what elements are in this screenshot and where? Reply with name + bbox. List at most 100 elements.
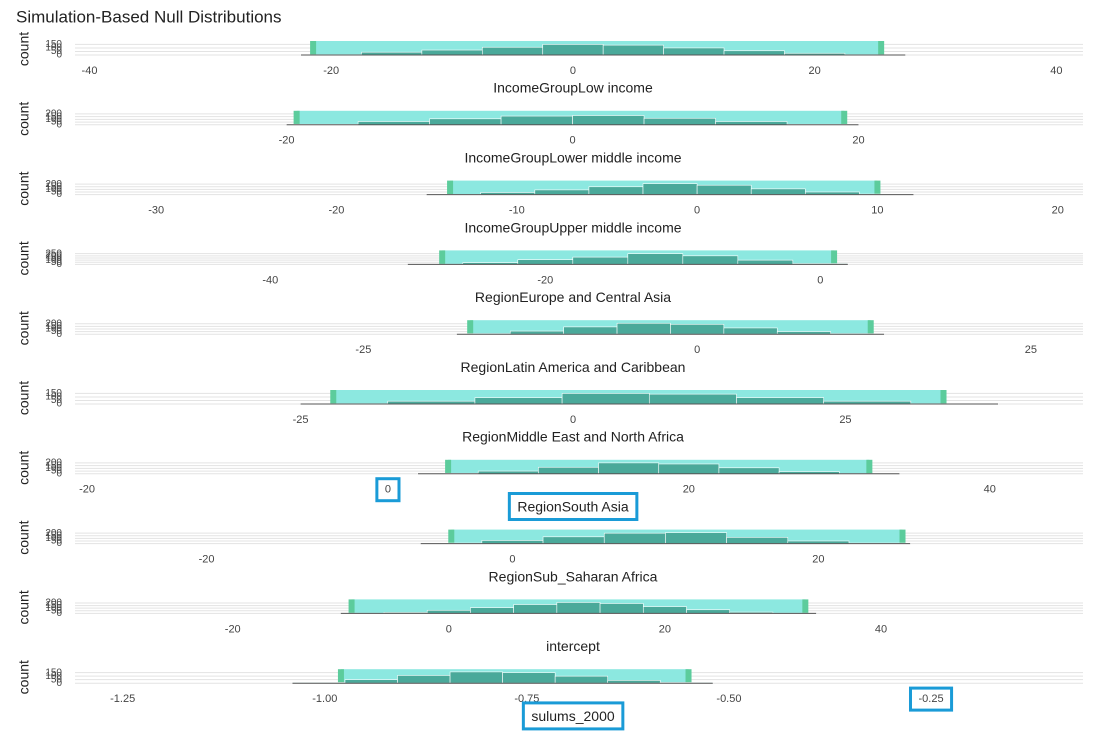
histogram-bar [429, 118, 502, 126]
histogram-bar [726, 537, 789, 544]
x-tick-label: -20 [329, 205, 345, 217]
y-tick-label: 0 [56, 678, 62, 689]
shade-edge [445, 459, 452, 474]
x-axis-label: IncomeGroupLow income [493, 80, 653, 96]
x-tick-label: 0 [385, 484, 391, 496]
shade-edge [310, 41, 317, 55]
histogram-bar [517, 259, 574, 265]
histogram-bar [627, 253, 684, 265]
highlight-box [375, 477, 401, 503]
y-tick-label: 150 [45, 181, 62, 192]
shade-edge [467, 320, 474, 335]
y-tick-label: 50 [51, 257, 63, 268]
x-tick-label: -0.25 [918, 693, 943, 705]
histogram-bar [563, 326, 618, 335]
x-axis-label: intercept [546, 638, 600, 654]
histogram-bar [599, 603, 644, 614]
histogram-bar [642, 606, 687, 614]
x-axis-label: RegionSouth Asia [517, 499, 629, 515]
y-axis-label: count [16, 381, 32, 415]
y-tick-label: 50 [51, 674, 63, 685]
y-axis-label: count [16, 660, 32, 694]
shade-edge [866, 459, 873, 474]
x-tick-label: -25 [355, 344, 371, 356]
y-tick-label: 0 [56, 259, 62, 270]
x-tick-label: -0.50 [716, 693, 741, 705]
shade-edge [330, 390, 337, 404]
histogram-bar [603, 532, 666, 544]
y-tick-label: 150 [45, 530, 62, 541]
shade-edge [337, 669, 344, 684]
y-axis-label: count [16, 241, 32, 275]
y-axis-label: count [16, 520, 32, 554]
y-tick-label: 100 [45, 603, 62, 614]
shade-edge [802, 599, 809, 614]
y-tick-label: 150 [45, 600, 62, 611]
y-tick-label: 100 [45, 392, 62, 403]
y-tick-label: 0 [56, 50, 62, 61]
histogram-bar [686, 609, 731, 614]
x-tick-label: -25 [293, 414, 309, 426]
histogram-bar [542, 536, 605, 544]
histogram-bar [538, 466, 599, 475]
y-tick-label: 0 [56, 538, 62, 549]
histogram-bar [598, 462, 660, 475]
histogram-bar [696, 184, 752, 195]
y-tick-label: 50 [51, 326, 63, 337]
y-tick-label: 150 [45, 39, 62, 50]
x-axis-label: IncomeGroupLower middle income [464, 150, 681, 166]
histogram-bar [502, 672, 556, 684]
y-axis-label: count [16, 32, 32, 66]
x-tick-label: -1.00 [312, 693, 337, 705]
shade-edge [867, 320, 874, 335]
x-tick-label: 20 [812, 554, 824, 566]
y-tick-label: 50 [51, 536, 63, 547]
shade-edge [293, 110, 300, 125]
y-tick-label: 150 [45, 321, 62, 332]
x-tick-label: 0 [694, 344, 700, 356]
x-tick-label: 0 [570, 135, 576, 147]
y-tick-label: 250 [45, 248, 62, 259]
histogram-bar [665, 532, 727, 544]
histogram-bar [642, 183, 698, 195]
x-tick-label: 0 [446, 623, 452, 635]
x-tick-label: 40 [1050, 65, 1062, 77]
y-tick-label: 100 [45, 671, 62, 682]
histogram-bar [682, 255, 739, 265]
y-tick-label: 0 [56, 189, 62, 200]
y-tick-label: 0 [56, 119, 62, 130]
histogram-bar [449, 671, 503, 684]
y-tick-label: 150 [45, 111, 62, 122]
histogram-bar [602, 44, 664, 56]
y-tick-label: 50 [51, 187, 63, 198]
y-tick-label: 200 [45, 598, 62, 609]
x-tick-label: 25 [1025, 344, 1037, 356]
histogram-bar [534, 189, 590, 195]
x-axis-label: sulums_2000 [531, 708, 614, 724]
x-tick-label: 0 [694, 205, 700, 217]
histogram-bar [723, 327, 778, 335]
histogram-bar [397, 675, 451, 684]
histogram-bar [718, 467, 780, 475]
shade-edge [348, 599, 355, 614]
y-tick-label: 100 [45, 114, 62, 125]
x-tick-label: 20 [1052, 205, 1064, 217]
y-tick-label: 100 [45, 463, 62, 474]
y-axis-label: count [16, 311, 32, 345]
histogram-bar [648, 393, 737, 405]
y-tick-label: 50 [51, 46, 63, 57]
histogram-bar [572, 256, 629, 265]
histogram-bar [658, 463, 720, 475]
histogram-bar [556, 602, 601, 614]
histogram-bar [588, 186, 644, 195]
histogram-bar [561, 393, 650, 405]
shade-edge [940, 390, 947, 404]
y-tick-label: 0 [56, 399, 62, 410]
x-tick-label: 20 [683, 484, 695, 496]
highlight-box [507, 492, 639, 522]
histogram-bar [723, 50, 785, 56]
x-axis-label: RegionSub_Saharan Africa [489, 568, 658, 584]
histogram-bar [663, 47, 725, 56]
y-tick-label: 150 [45, 388, 62, 399]
y-tick-label: 100 [45, 255, 62, 266]
